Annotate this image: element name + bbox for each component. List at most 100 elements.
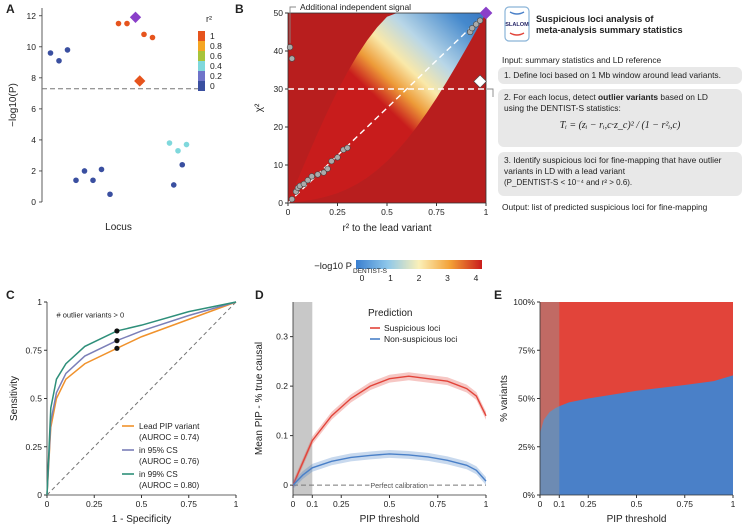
b-ytick-label: 30	[274, 84, 284, 94]
a-point	[81, 168, 88, 174]
b-colorbar	[356, 260, 482, 269]
b-lead-diamond	[479, 6, 493, 20]
a-legend-label: 0.4	[210, 61, 222, 71]
e-xtick-label: 1	[731, 499, 736, 509]
panel-e-area: 0 0.1 0.25 0.5 0.75 1 0% 25% 50% 75% 100% PIP thres…	[499, 297, 736, 525]
a-legend-label: 0.8	[210, 41, 222, 51]
panel-letter-c: C	[6, 288, 15, 302]
a-point	[141, 31, 147, 38]
b-annotation: Additional independent signal	[300, 2, 411, 12]
b-ytick-label: 0	[278, 198, 283, 208]
a-ytick-label: 2	[31, 166, 36, 176]
c-legend-sub: (AUROC = 0.76)	[139, 457, 200, 466]
a-legend-swatch	[198, 61, 205, 71]
b-colorbar-tick: 2	[417, 273, 422, 283]
c-xtick-label: 0	[45, 499, 50, 509]
slalom-input: Input: summary statistics and LD referen…	[502, 55, 662, 65]
b-xtick-label: 0	[286, 207, 291, 217]
panel-letter-a: A	[6, 2, 15, 16]
c-xtick-label: 0.25	[86, 499, 103, 509]
b-point	[328, 158, 335, 165]
e-ytick-label: 0%	[523, 490, 536, 500]
c-ytick-label: 1	[37, 297, 42, 307]
b-xtick-label: 0.5	[381, 207, 393, 217]
d-series-line	[292, 375, 487, 486]
d-ytick-label: 0.2	[276, 381, 288, 391]
a-point	[47, 50, 54, 56]
c-annotation: # outlier variants > 0	[56, 310, 124, 319]
slalom-formula: Tᵢ = (zᵢ − rᵢ,c·z_c)² / (1 − r²ᵢ,c)	[559, 120, 681, 131]
slalom-title: Suspicious loci analysis of meta-analysi…	[536, 14, 683, 36]
b-point	[288, 55, 296, 62]
a-legend-swatch	[198, 81, 205, 91]
d-xtick-label: 0.25	[333, 499, 350, 509]
b-ytick-label: 40	[274, 46, 284, 56]
c-ylabel: Sensitivity	[9, 376, 20, 421]
slalom-step2-c: using the DENTIST-S statistics:	[504, 103, 621, 113]
a-point	[179, 161, 186, 168]
c-legend-name: in 95% CS	[139, 446, 178, 455]
a-legend-title: r²	[206, 14, 212, 24]
e-grey-region	[540, 302, 560, 495]
b-point	[288, 196, 296, 203]
c-roc-line	[46, 301, 237, 496]
b-colorbar-sub: DENTIST-S	[353, 268, 388, 275]
e-xtick-label: 0.75	[676, 499, 693, 509]
c-ytick-label: 0	[37, 490, 42, 500]
e-ylabel: % variants	[499, 375, 510, 422]
d-ci-band	[293, 372, 486, 490]
b-xtick-label: 0.25	[329, 207, 346, 217]
d-xtick-label: 0.1	[306, 499, 318, 509]
b-point	[286, 44, 294, 51]
a-ytick-label: 12	[27, 11, 37, 21]
a-point	[175, 147, 181, 154]
a-legend-swatch	[198, 71, 205, 81]
slalom-step3-c: (P_DENTIST-S < 10⁻⁴ and r² > 0.6).	[504, 178, 633, 187]
b-step-connector	[487, 88, 494, 97]
b-outlier-diamond	[473, 74, 487, 89]
b-ylabel: χ²	[254, 103, 265, 112]
b-point	[304, 177, 311, 184]
c-threshold-point	[114, 328, 120, 334]
b-xtick-label: 0.75	[428, 207, 445, 217]
d-legend-title: Prediction	[368, 308, 412, 319]
e-xlabel: PIP threshold	[607, 514, 667, 525]
slalom-title-line1: Suspicious loci analysis of	[536, 14, 654, 24]
e-ytick-label: 25%	[518, 442, 535, 452]
slalom-step3-b: variants in LD with a lead variant	[504, 166, 626, 176]
a-legend-label: 0.6	[210, 51, 222, 61]
a-point	[64, 47, 71, 53]
c-xtick-label: 0.75	[180, 499, 197, 509]
e-ytick-label: 50%	[518, 394, 535, 404]
c-ytick-label: 0.75	[25, 345, 42, 355]
b-point	[476, 17, 484, 24]
c-legend-name: in 99% CS	[139, 470, 178, 479]
slalom-logo-text: SLALOM	[505, 22, 529, 28]
d-xtick-label: 0.75	[429, 499, 446, 509]
panel-letter-b: B	[235, 2, 244, 16]
e-xtick-label: 0.25	[580, 499, 597, 509]
slalom-step2-bold: outlier variants	[598, 92, 659, 102]
a-legend-label: 0.2	[210, 71, 222, 81]
b-colorbar-tick: 1	[388, 273, 393, 283]
d-series-line	[292, 453, 487, 486]
panel-c-roc: 0 0.25 0.5 0.75 1 0 0.25 0.5 0.75 1 # outlier vari…	[9, 297, 239, 525]
slalom-step3: 3. Identify suspicious loci for fine-map…	[498, 152, 742, 196]
slalom-output: Output: list of predicted suspicious loc…	[502, 202, 708, 212]
a-point	[90, 177, 96, 184]
a-point	[98, 166, 105, 173]
c-legend-name: Lead PIP variant	[139, 422, 200, 431]
a-ytick-label: 6	[31, 104, 36, 114]
d-xtick-label: 1	[484, 499, 489, 509]
a-point	[183, 141, 190, 148]
b-ytick-label: 50	[274, 8, 284, 18]
c-xlabel: 1 - Specificity	[112, 514, 171, 525]
c-threshold-point	[114, 345, 120, 351]
slalom-step2: 2. For each locus, detect outlier varian…	[498, 89, 742, 147]
e-ytick-label: 75%	[518, 345, 535, 355]
b-colorbar-tick: 0	[360, 273, 365, 283]
d-ytick-label: 0.3	[276, 332, 288, 342]
panel-d-calibration: 0 0.1 0.25 0.5 0.75 1 0 0.1 0.2 0.3 Perfect calibr…	[254, 302, 489, 525]
panel-letter-d: D	[255, 288, 264, 302]
panel-b-heatmap: Additional independent signal 0 0.25 0.5 0.7…	[254, 2, 494, 283]
